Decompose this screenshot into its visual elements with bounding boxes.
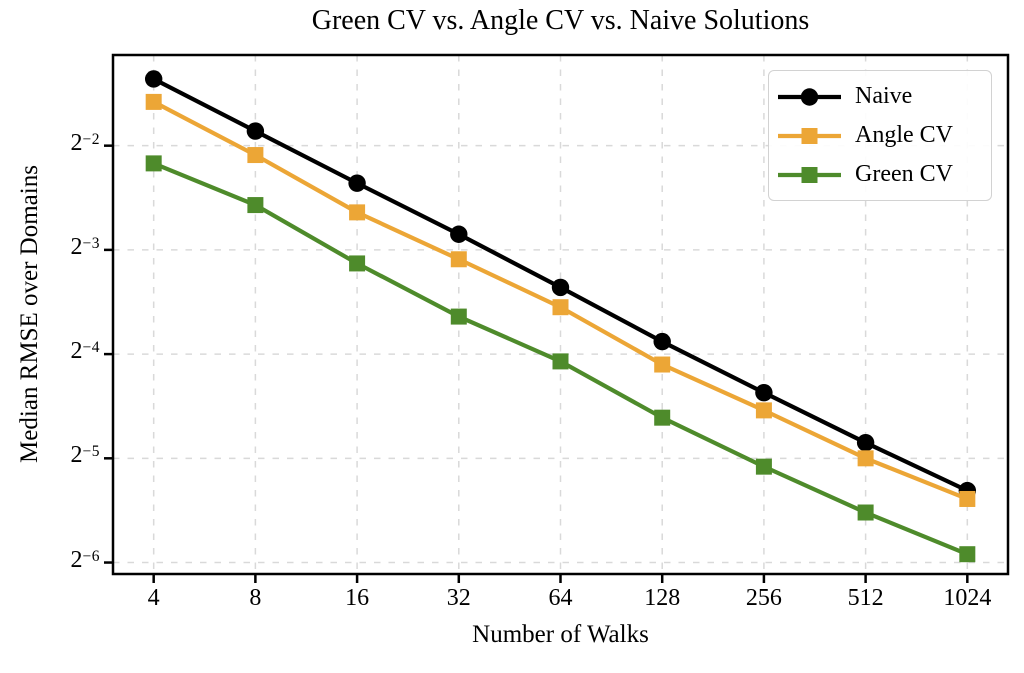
legend: Naive Angle CV Green CV [768,70,992,201]
legend-sample-green-cv-icon [778,166,841,183]
marker-green-cv [959,546,976,563]
y-tick-label: 2−5 [70,442,100,469]
marker-angle-cv [349,204,366,221]
marker-green-cv [654,409,671,426]
marker-green-cv [857,504,874,521]
marker-naive [144,70,163,88]
x-tick-label: 512 [847,585,884,611]
legend-item-green-cv: Green CV [778,155,981,194]
marker-angle-cv [857,450,874,467]
x-tick-label: 8 [249,585,262,611]
marker-naive [551,278,570,297]
marker-green-cv [755,458,772,475]
x-tick-label: 32 [446,585,471,611]
legend-item-naive: Naive [778,77,981,116]
marker-naive [246,122,265,140]
legend-label-green-cv: Green CV [855,161,953,187]
x-tick-label: 1024 [943,585,992,611]
x-tick-label: 64 [548,585,573,611]
y-tick-label: 2−4 [70,338,100,365]
legend-sample-marker [801,166,818,183]
marker-green-cv [247,197,264,214]
marker-angle-cv [552,299,569,316]
x-axis-label: Number of Walks [472,621,649,648]
y-tick-label: 2−6 [70,546,100,573]
marker-angle-cv [959,490,976,507]
marker-angle-cv [247,147,264,164]
y-axis-label: Median RMSE over Domains [16,165,43,463]
x-tick-label: 4 [147,585,160,611]
legend-label-angle-cv: Angle CV [855,122,953,148]
marker-angle-cv [145,93,162,110]
x-tick-label: 128 [644,585,681,611]
marker-naive [450,225,468,243]
marker-green-cv [450,308,467,325]
legend-item-angle-cv: Angle CV [778,116,981,155]
x-tick-label: 16 [345,585,370,611]
legend-sample-marker [800,87,819,106]
marker-angle-cv [654,356,671,373]
legend-label-naive: Naive [855,83,913,109]
legend-sample-marker [801,127,818,144]
marker-naive [755,383,773,402]
y-tick-label: 2−3 [70,233,100,260]
marker-naive [856,433,875,452]
marker-green-cv [145,155,162,172]
marker-angle-cv [755,402,772,419]
x-tick-label: 256 [745,585,782,611]
marker-green-cv [552,353,569,370]
legend-sample-naive-icon [778,87,841,106]
marker-naive [653,332,671,351]
legend-sample-angle-cv-icon [778,127,841,144]
marker-naive [348,174,366,192]
marker-angle-cv [450,251,467,268]
y-tick-label: 2−2 [70,129,100,156]
marker-green-cv [349,255,366,272]
plot-spines [111,53,1010,576]
chart-title: Green CV vs. Angle CV vs. Naive Solution… [311,5,810,36]
